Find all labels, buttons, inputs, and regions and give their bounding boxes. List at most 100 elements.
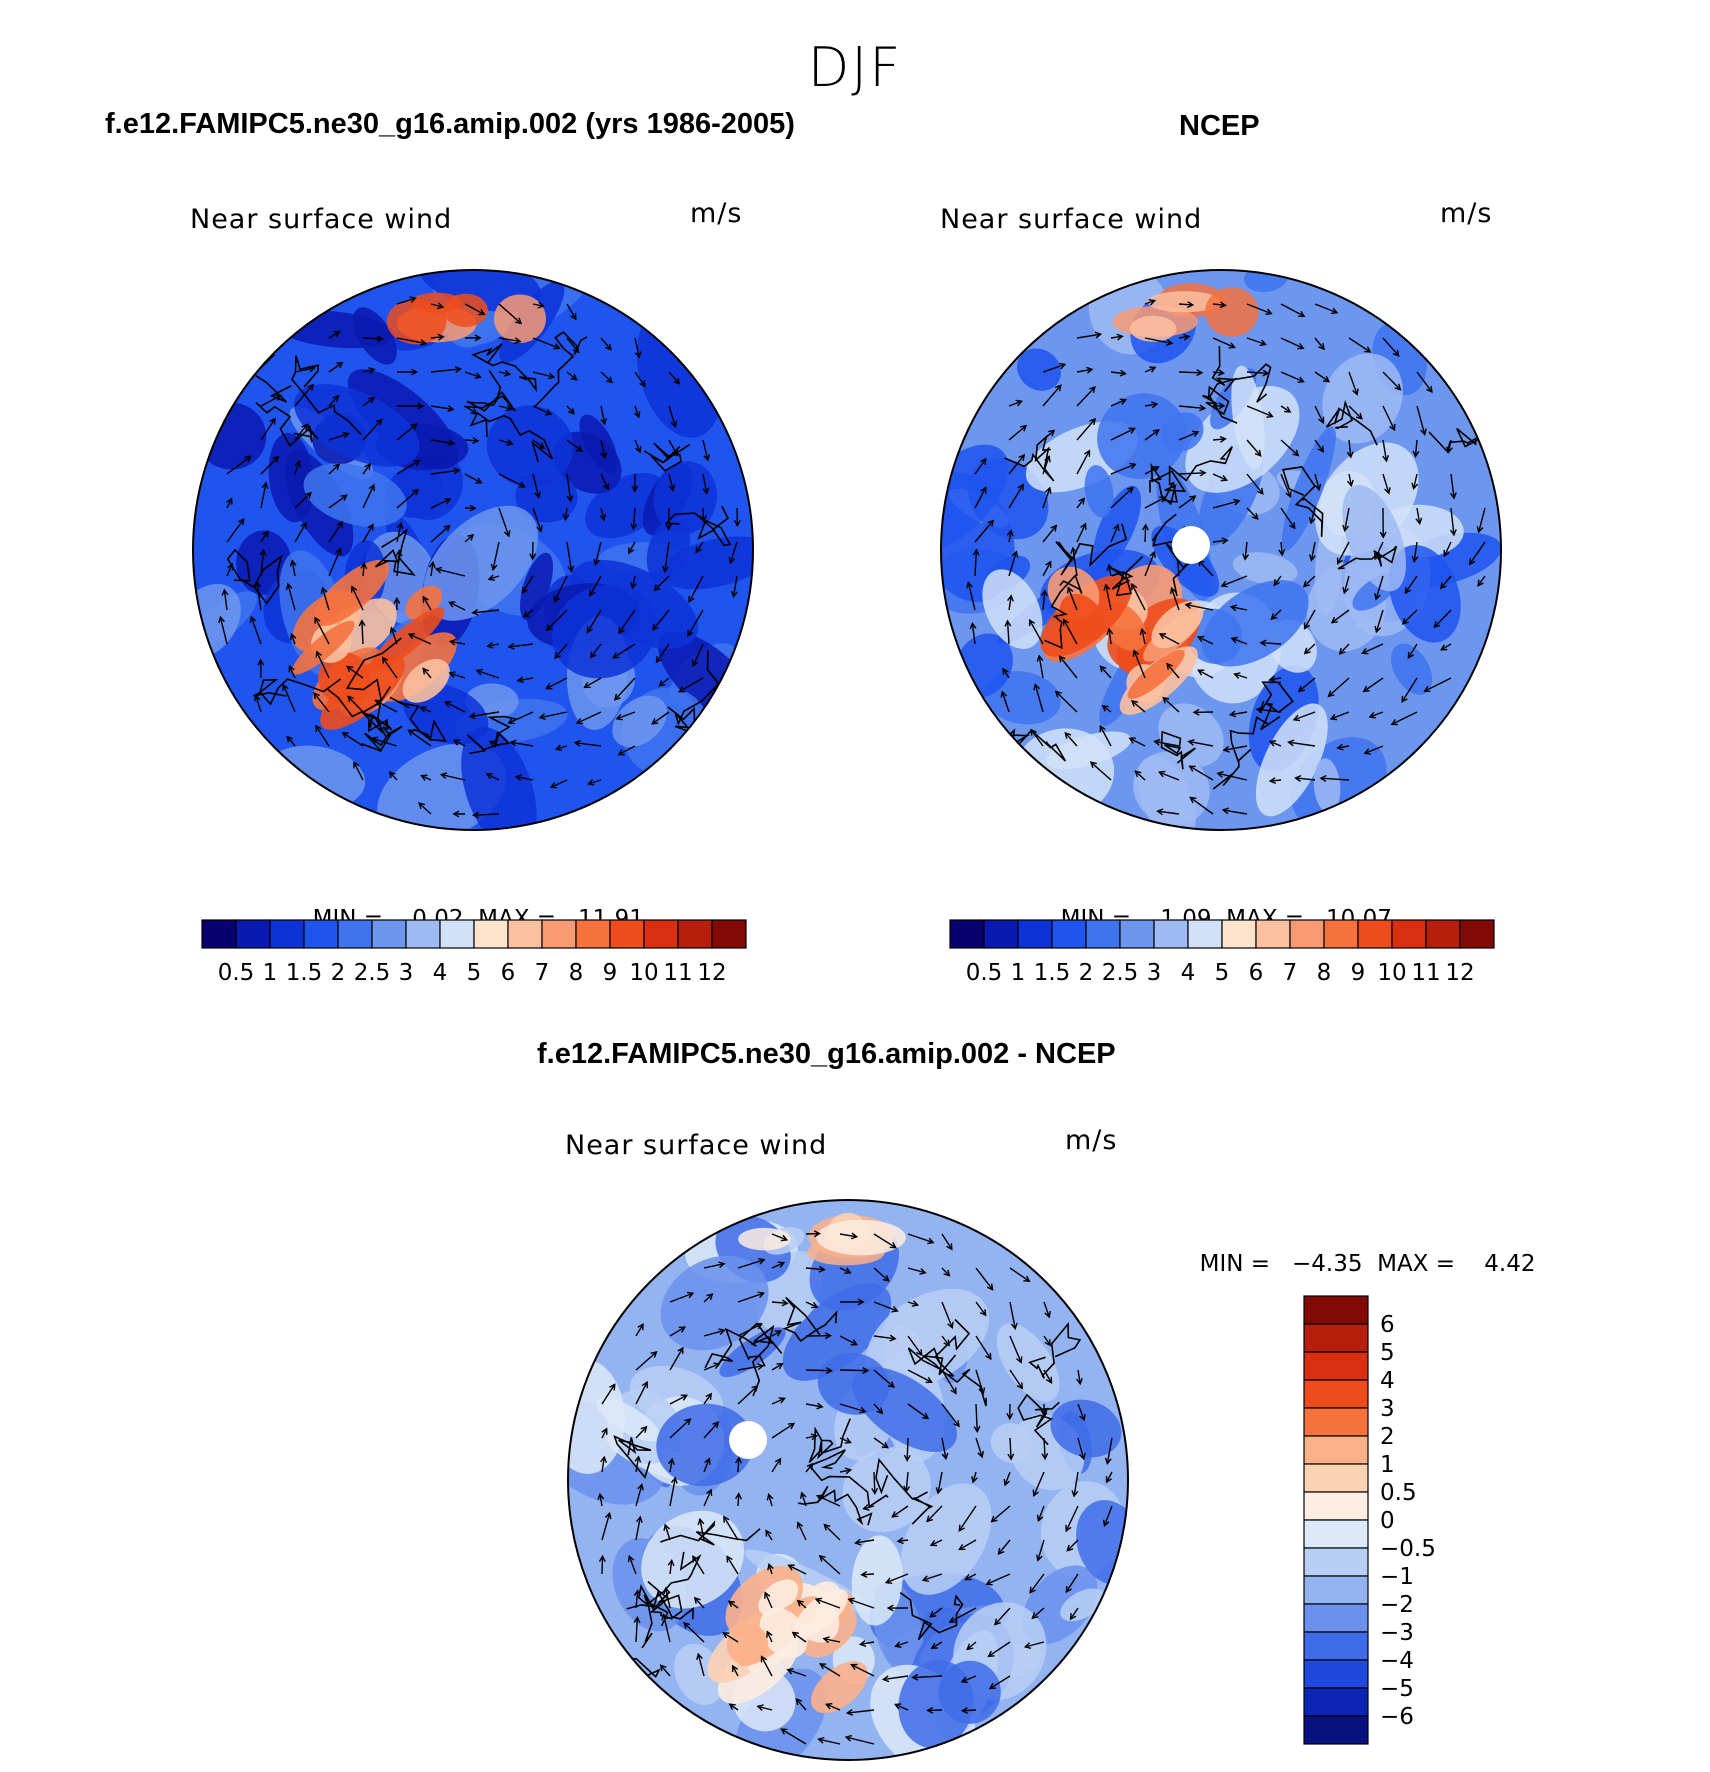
wind-vector bbox=[1029, 619, 1044, 645]
wind-vector bbox=[1076, 418, 1096, 441]
wind-vector-head bbox=[911, 1673, 919, 1681]
wind-vector bbox=[1178, 371, 1202, 374]
wind-vector-head bbox=[1017, 483, 1024, 491]
wind-vector bbox=[589, 575, 602, 596]
wind-vector bbox=[342, 732, 364, 747]
wind-vector bbox=[600, 439, 606, 458]
wind-vector-head bbox=[1228, 710, 1237, 718]
wind-vector bbox=[328, 548, 342, 577]
wind-vector bbox=[613, 643, 636, 659]
wind-vector bbox=[566, 337, 580, 353]
wind-vector bbox=[1105, 584, 1112, 611]
wind-vector bbox=[1009, 1267, 1030, 1282]
wind-vector-head bbox=[347, 695, 355, 703]
wind-vector bbox=[703, 1458, 710, 1473]
colorbar-1: 0.5 1 1.5 2 2.5 3 4 5 6 7 8 9 10 11 12 bbox=[201, 919, 747, 986]
wind-vector-head bbox=[929, 1539, 938, 1547]
wind-vector-head bbox=[699, 515, 707, 523]
wind-vector-head bbox=[722, 1632, 730, 1639]
wind-vector bbox=[760, 1656, 773, 1677]
wind-vector bbox=[614, 677, 636, 701]
colorbar-tick-label: 2 bbox=[331, 960, 346, 986]
coastline bbox=[643, 442, 691, 472]
wind-vector-head bbox=[881, 1675, 890, 1683]
wind-vector-head bbox=[1105, 1476, 1112, 1484]
wind-vector bbox=[1270, 779, 1282, 782]
wind-vector-head bbox=[926, 1515, 934, 1523]
wind-vector-head bbox=[360, 561, 368, 570]
wind-vector-head bbox=[1221, 807, 1230, 815]
colorbar-tick-label: −6 bbox=[1380, 1704, 1414, 1730]
wind-vector-head bbox=[443, 524, 451, 532]
wind-vector bbox=[1110, 524, 1119, 543]
coastline bbox=[1211, 346, 1272, 403]
wind-vector-head bbox=[434, 566, 443, 574]
wind-vector bbox=[601, 1556, 604, 1575]
wind-vector-head bbox=[980, 486, 987, 494]
wind-vector-head bbox=[1439, 582, 1447, 590]
wind-vector-head bbox=[637, 1483, 644, 1491]
wind-vector-head bbox=[1156, 808, 1164, 816]
wind-vector-head bbox=[589, 651, 597, 659]
wind-vector bbox=[988, 1641, 1011, 1657]
wind-vector bbox=[1076, 333, 1101, 339]
wind-vector-head bbox=[756, 1704, 764, 1711]
wind-vector-head bbox=[916, 1349, 923, 1357]
wind-vector bbox=[1328, 677, 1350, 697]
colorbar-swatch bbox=[1255, 919, 1291, 949]
wind-vector-head bbox=[1199, 469, 1207, 477]
wind-vector bbox=[441, 773, 466, 781]
wind-vector-head bbox=[488, 740, 497, 747]
wind-vector-head bbox=[1294, 775, 1302, 782]
wind-vector-head bbox=[633, 1589, 641, 1597]
wind-vector bbox=[510, 741, 534, 747]
wind-vector bbox=[420, 706, 432, 713]
field-patch bbox=[352, 307, 397, 365]
wind-vector-head bbox=[705, 1392, 713, 1400]
field-patch bbox=[1255, 703, 1328, 817]
wind-vector-head bbox=[653, 584, 661, 592]
field-patch bbox=[810, 1661, 868, 1714]
wind-vector bbox=[430, 405, 454, 411]
wind-vector bbox=[931, 1641, 943, 1649]
wind-vector bbox=[555, 745, 568, 750]
wind-vector bbox=[1110, 427, 1135, 441]
obs-panel-title: NCEP bbox=[1179, 110, 1260, 142]
wind-vector-head bbox=[1404, 586, 1412, 595]
wind-vector-head bbox=[927, 1237, 935, 1245]
wind-vector bbox=[669, 1292, 694, 1303]
wind-vector-head bbox=[1284, 406, 1292, 413]
wind-vector bbox=[1031, 1607, 1045, 1619]
wind-vector-head bbox=[226, 497, 233, 505]
wind-vector-head bbox=[634, 351, 642, 359]
panel3-variable-label: Near surface wind bbox=[565, 1130, 828, 1161]
wind-vector bbox=[1477, 575, 1486, 587]
wind-vector-head bbox=[958, 1524, 965, 1532]
wind-vector bbox=[1077, 1369, 1081, 1384]
wind-vector-head bbox=[1364, 346, 1372, 353]
colorbar-swatch bbox=[1303, 1715, 1369, 1745]
wind-vector-head bbox=[1265, 308, 1273, 316]
wind-vector-head bbox=[824, 1332, 832, 1340]
wind-vector-head bbox=[1183, 333, 1191, 341]
wind-vector-head bbox=[1069, 1613, 1077, 1621]
wind-vector bbox=[768, 1494, 773, 1507]
wind-vector bbox=[1144, 366, 1156, 373]
wind-vector-head bbox=[1058, 655, 1066, 663]
wind-vector bbox=[576, 711, 602, 724]
wind-vector bbox=[328, 362, 343, 373]
wind-vector-head bbox=[764, 1591, 771, 1599]
wind-vector bbox=[1320, 777, 1350, 781]
panel3-min-label: MIN = bbox=[1199, 1251, 1271, 1277]
wind-vector bbox=[1065, 1573, 1079, 1593]
wind-vector bbox=[430, 336, 444, 339]
wind-vector-head bbox=[393, 596, 401, 604]
wind-vector bbox=[819, 1555, 841, 1575]
wind-vector bbox=[873, 1403, 883, 1414]
wind-vector bbox=[1004, 1471, 1011, 1486]
wind-vector bbox=[1363, 677, 1384, 692]
wind-vector-head bbox=[973, 1425, 981, 1434]
wind-vector-head bbox=[1352, 388, 1359, 396]
wind-vector bbox=[737, 1259, 765, 1269]
wind-vector bbox=[1042, 561, 1052, 577]
